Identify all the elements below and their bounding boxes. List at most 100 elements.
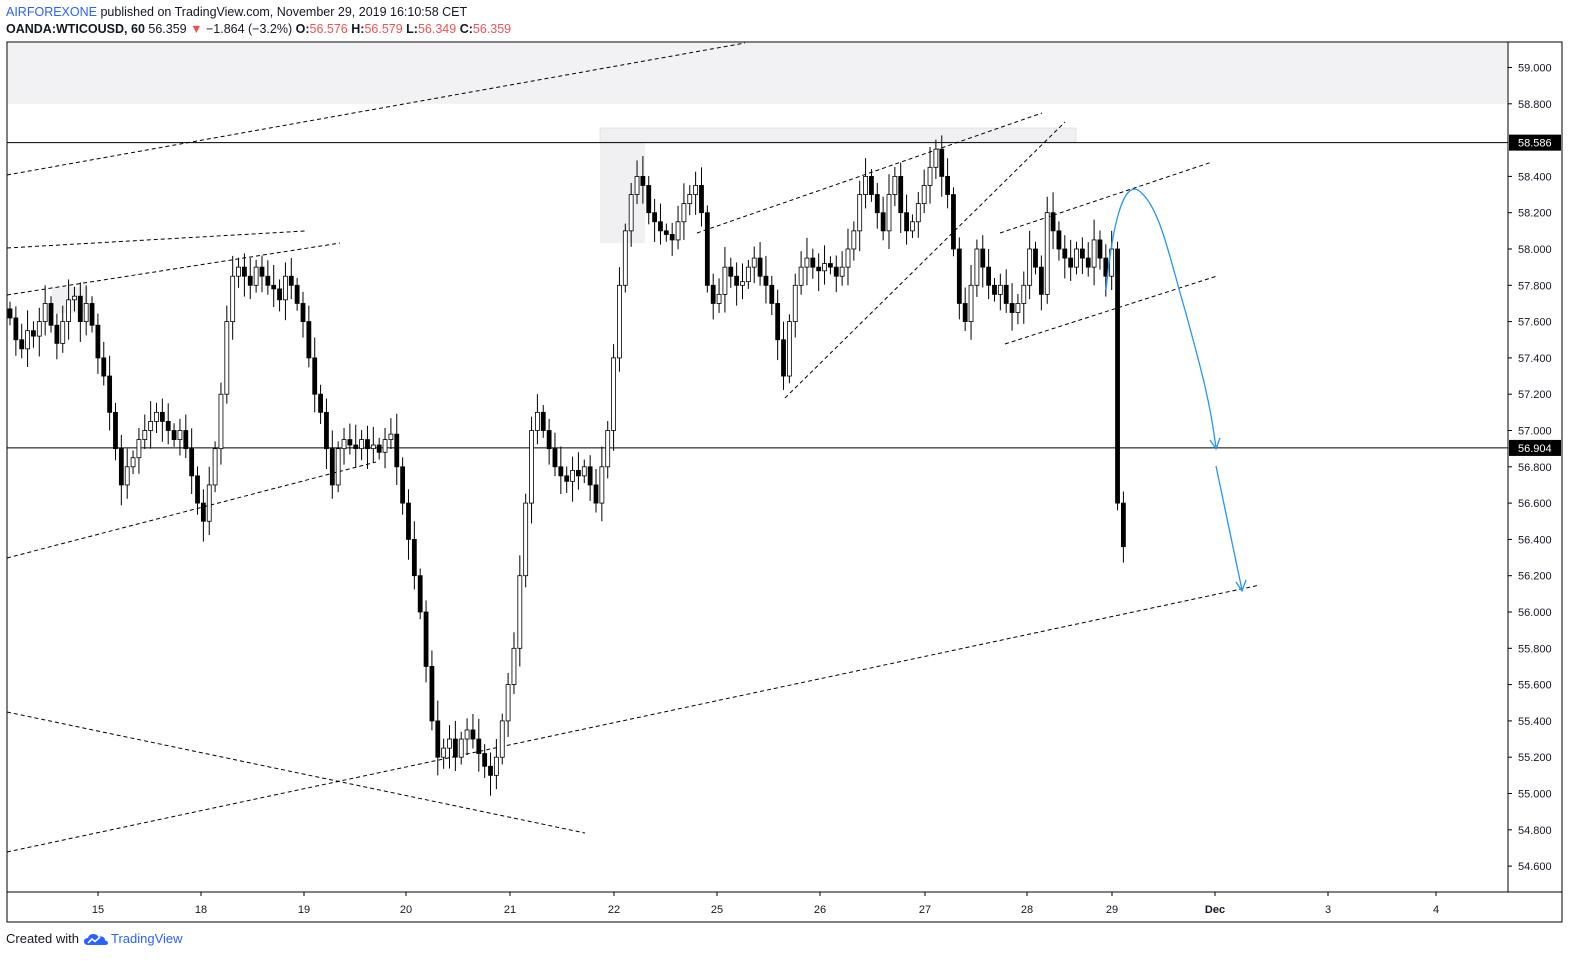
candle-body[interactable] bbox=[441, 747, 447, 758]
candle-body[interactable] bbox=[476, 738, 482, 754]
candle-body[interactable] bbox=[1027, 248, 1033, 286]
candle-body[interactable] bbox=[83, 303, 89, 323]
candle-body[interactable] bbox=[505, 684, 511, 722]
candle-body[interactable] bbox=[804, 257, 810, 268]
candle-body[interactable] bbox=[142, 430, 148, 440]
candle-body[interactable] bbox=[511, 647, 517, 685]
candle-body[interactable] bbox=[839, 266, 845, 277]
candle-body[interactable] bbox=[54, 324, 60, 344]
candle-body[interactable] bbox=[646, 185, 652, 214]
candle-body[interactable] bbox=[452, 738, 458, 758]
candle-body[interactable] bbox=[417, 575, 423, 613]
candle-body[interactable] bbox=[945, 175, 950, 195]
candle-body[interactable] bbox=[388, 433, 394, 440]
candle-body[interactable] bbox=[171, 430, 177, 440]
candle-body[interactable] bbox=[324, 411, 329, 450]
candle-body[interactable] bbox=[1056, 230, 1062, 250]
candle-body[interactable] bbox=[740, 281, 745, 286]
candle-body[interactable] bbox=[195, 475, 200, 504]
candle-body[interactable] bbox=[775, 303, 781, 341]
candle-body[interactable] bbox=[400, 466, 406, 504]
candle-body[interactable] bbox=[499, 720, 505, 758]
trendline-6[interactable] bbox=[696, 112, 1043, 234]
candle-body[interactable] bbox=[1038, 266, 1044, 295]
trendline-9[interactable] bbox=[1004, 275, 1218, 345]
candle-body[interactable] bbox=[253, 266, 259, 286]
candle-body[interactable] bbox=[581, 466, 587, 477]
candle-body[interactable] bbox=[236, 266, 241, 277]
candle-body[interactable] bbox=[570, 470, 575, 482]
candle-body[interactable] bbox=[183, 430, 189, 450]
candle-body[interactable] bbox=[113, 411, 118, 450]
candle-body[interactable] bbox=[493, 756, 499, 776]
candle-body[interactable] bbox=[564, 475, 570, 482]
trendline-8[interactable] bbox=[999, 161, 1213, 234]
candle-body[interactable] bbox=[927, 166, 933, 186]
candle-body[interactable] bbox=[1074, 248, 1079, 268]
candle-body[interactable] bbox=[874, 194, 880, 214]
candle-body[interactable] bbox=[886, 194, 892, 232]
candle-body[interactable] bbox=[341, 439, 347, 450]
candle-body[interactable] bbox=[447, 738, 452, 749]
candle-body[interactable] bbox=[599, 466, 605, 504]
candle-body[interactable] bbox=[704, 212, 710, 286]
candle-body[interactable] bbox=[552, 448, 558, 468]
candle-body[interactable] bbox=[247, 275, 253, 286]
trendline-2[interactable] bbox=[6, 242, 341, 296]
candle-body[interactable] bbox=[283, 275, 288, 301]
candle-body[interactable] bbox=[130, 457, 136, 468]
candle-body[interactable] bbox=[939, 148, 945, 177]
candle-body[interactable] bbox=[1079, 248, 1085, 259]
candle-body[interactable] bbox=[423, 611, 429, 667]
candle-body[interactable] bbox=[1021, 284, 1027, 304]
candle-body[interactable] bbox=[892, 175, 898, 195]
candle-body[interactable] bbox=[370, 444, 376, 450]
trendline-4[interactable] bbox=[6, 711, 586, 834]
candle-body[interactable] bbox=[1103, 257, 1109, 277]
candle-body[interactable] bbox=[265, 275, 271, 286]
trendline-7[interactable] bbox=[784, 121, 1066, 399]
candle-body[interactable] bbox=[189, 448, 195, 477]
candle-body[interactable] bbox=[716, 293, 722, 304]
candle-body[interactable] bbox=[687, 194, 693, 205]
candle-body[interactable] bbox=[628, 194, 634, 232]
candle-body[interactable] bbox=[763, 275, 769, 286]
projection-curve[interactable] bbox=[1105, 188, 1217, 449]
trendline-3[interactable] bbox=[6, 461, 377, 559]
candle-body[interactable] bbox=[617, 284, 622, 359]
candle-body[interactable] bbox=[863, 175, 868, 195]
candle-body[interactable] bbox=[786, 321, 792, 377]
candle-body[interactable] bbox=[921, 185, 927, 205]
candle-body[interactable] bbox=[1062, 248, 1068, 259]
candle-body[interactable] bbox=[488, 765, 493, 776]
candle-body[interactable] bbox=[734, 275, 740, 286]
candle-body[interactable] bbox=[288, 275, 294, 286]
candle-body[interactable] bbox=[1085, 257, 1091, 268]
candle-body[interactable] bbox=[13, 317, 19, 341]
candle-body[interactable] bbox=[833, 266, 839, 277]
candle-body[interactable] bbox=[658, 221, 663, 232]
candle-body[interactable] bbox=[798, 266, 804, 286]
candle-body[interactable] bbox=[429, 666, 435, 722]
candle-body[interactable] bbox=[31, 330, 36, 337]
candle-body[interactable] bbox=[962, 303, 968, 323]
trendline-1[interactable] bbox=[6, 230, 306, 249]
candle-body[interactable] bbox=[517, 575, 523, 649]
time-axis[interactable] bbox=[6, 891, 1563, 923]
candle-body[interactable] bbox=[669, 234, 675, 241]
candle-body[interactable] bbox=[347, 439, 353, 446]
candle-body[interactable] bbox=[464, 729, 470, 740]
candle-body[interactable] bbox=[869, 175, 874, 195]
candle-body[interactable] bbox=[1097, 239, 1103, 259]
projection-arrow-line[interactable] bbox=[1215, 465, 1243, 591]
candle-body[interactable] bbox=[951, 194, 956, 250]
candle-body[interactable] bbox=[956, 248, 962, 304]
candle-body[interactable] bbox=[822, 263, 827, 272]
candle-body[interactable] bbox=[535, 411, 540, 431]
candle-body[interactable] bbox=[1044, 212, 1050, 295]
candle-body[interactable] bbox=[986, 266, 992, 286]
candle-body[interactable] bbox=[974, 248, 980, 286]
candle-body[interactable] bbox=[587, 466, 593, 486]
candle-body[interactable] bbox=[230, 275, 236, 323]
candle-body[interactable] bbox=[710, 284, 716, 304]
